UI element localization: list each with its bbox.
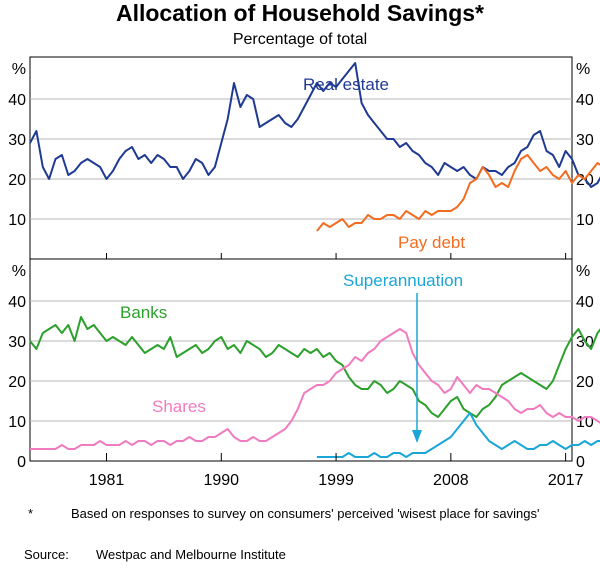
y-tick-label-left: 30 — [8, 334, 26, 351]
footnote-mark: * — [28, 506, 34, 521]
x-tick-label: 2017 — [548, 472, 584, 489]
x-tick-label: 2008 — [433, 472, 469, 489]
y-tick-label-right: 30 — [576, 132, 594, 149]
y-tick-label-right: 40 — [576, 294, 594, 311]
y-tick-label-left: 10 — [8, 212, 26, 229]
series-label-pay-debt: Pay debt — [398, 233, 465, 252]
footnote-text: Based on responses to survey on consumer… — [71, 506, 540, 521]
chart-title: Allocation of Household Savings* — [115, 0, 485, 26]
y-tick-label-left: 0 — [17, 454, 26, 471]
y-tick-label-left: 40 — [8, 92, 26, 109]
source-label: Source: — [24, 547, 69, 562]
y-tick-label-right: 0 — [576, 454, 585, 471]
series-line-real-estate — [29, 62, 600, 188]
unit-label-left: % — [12, 61, 26, 78]
series-label-real-estate: Real estate — [303, 75, 389, 94]
series-line-pay-debt — [316, 154, 600, 232]
series-line-shares — [30, 328, 600, 450]
chart-subtitle: Percentage of total — [232, 31, 368, 48]
x-tick-label: 1990 — [203, 472, 239, 489]
annotation-arrow-head — [412, 430, 422, 443]
unit-label-left: % — [12, 263, 26, 280]
series-label-superannuation: Superannuation — [343, 271, 463, 290]
source-text: Westpac and Melbourne Institute — [96, 547, 286, 562]
x-tick-label: 1999 — [318, 472, 354, 489]
series-line-banks — [29, 316, 600, 418]
series-label-banks: Banks — [120, 303, 167, 322]
y-tick-label-left: 40 — [8, 294, 26, 311]
series-line-superannuation — [316, 412, 600, 458]
y-tick-label-left: 20 — [8, 172, 26, 189]
y-tick-label-left: 10 — [8, 414, 26, 431]
series-label-shares: Shares — [152, 397, 206, 416]
y-tick-label-right: 10 — [576, 414, 594, 431]
unit-label-right: % — [576, 263, 590, 280]
y-tick-label-left: 20 — [8, 374, 26, 391]
y-tick-label-right: 20 — [576, 374, 594, 391]
y-tick-label-right: 10 — [576, 212, 594, 229]
unit-label-right: % — [576, 61, 590, 78]
y-tick-label-right: 40 — [576, 92, 594, 109]
y-tick-label-left: 30 — [8, 132, 26, 149]
x-tick-label: 1981 — [89, 472, 125, 489]
